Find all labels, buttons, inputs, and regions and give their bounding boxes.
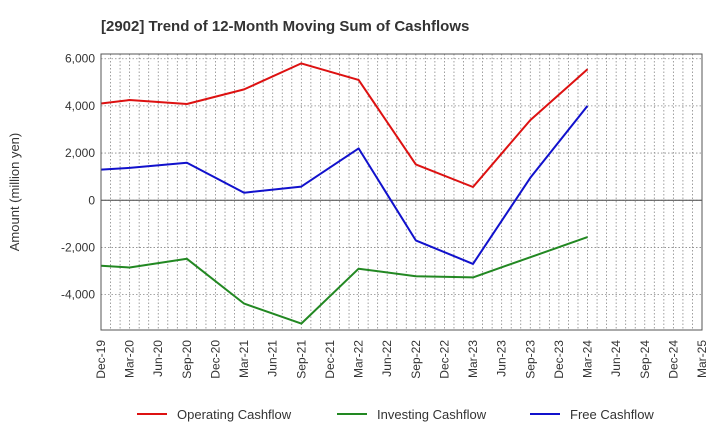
x-tick-label: Dec-20 [208,340,222,379]
plot-frame [100,53,703,331]
legend-label-0: Operating Cashflow [177,407,292,422]
legend: Operating Cashflow Investing Cashflow Free… [137,407,654,422]
x-tick-label: Sep-22 [409,340,423,379]
y-tick-label: 2,000 [65,146,95,160]
y-tick-label: 4,000 [65,99,95,113]
x-tick-label: Mar-24 [581,340,595,378]
x-tick-label: Jun-23 [495,340,509,377]
x-tick-label: Jun-22 [380,340,394,377]
grid [101,54,702,330]
x-tick-label: Dec-24 [666,340,680,379]
y-tick-label: 6,000 [65,52,95,66]
chart-title: [2902] Trend of 12-Month Moving Sum of C… [101,18,469,35]
legend-label-2: Free Cashflow [570,407,654,422]
legend-label-1: Investing Cashflow [377,407,487,422]
x-tick-label: Sep-24 [638,340,652,379]
y-axis-ticks: 6,000 4,000 2,000 0 -2,000 -4,000 [61,52,95,302]
y-axis-label: Amount (million yen) [7,133,22,252]
x-tick-label: Mar-22 [352,340,366,378]
x-tick-label: Jun-21 [266,340,280,377]
x-axis-ticks: Dec-19 Mar-20 Jun-20 Sep-20 Dec-20 Mar-21 Jun-… [94,340,709,379]
x-tick-label: Jun-20 [151,340,165,377]
x-tick-label: Dec-23 [552,340,566,379]
series-line-1 [100,236,588,325]
x-tick-label: Sep-20 [180,340,194,379]
x-tick-label: Dec-19 [94,340,108,379]
x-tick-label: Mar-21 [237,340,251,378]
x-tick-label: Dec-22 [437,340,451,379]
x-tick-label: Jun-24 [609,340,623,377]
x-tick-label: Sep-21 [294,340,308,379]
y-tick-label: -4,000 [61,288,95,302]
x-tick-label: Mar-23 [466,340,480,378]
x-tick-label: Sep-23 [523,340,537,379]
series-line-0 [100,62,589,188]
x-tick-label: Mar-25 [695,340,709,378]
series-line-2 [100,105,589,265]
y-tick-label: 0 [88,193,95,207]
x-tick-label: Dec-21 [323,340,337,379]
series-lines [100,62,589,325]
x-tick-label: Mar-20 [123,340,137,378]
y-tick-label: -2,000 [61,240,95,254]
